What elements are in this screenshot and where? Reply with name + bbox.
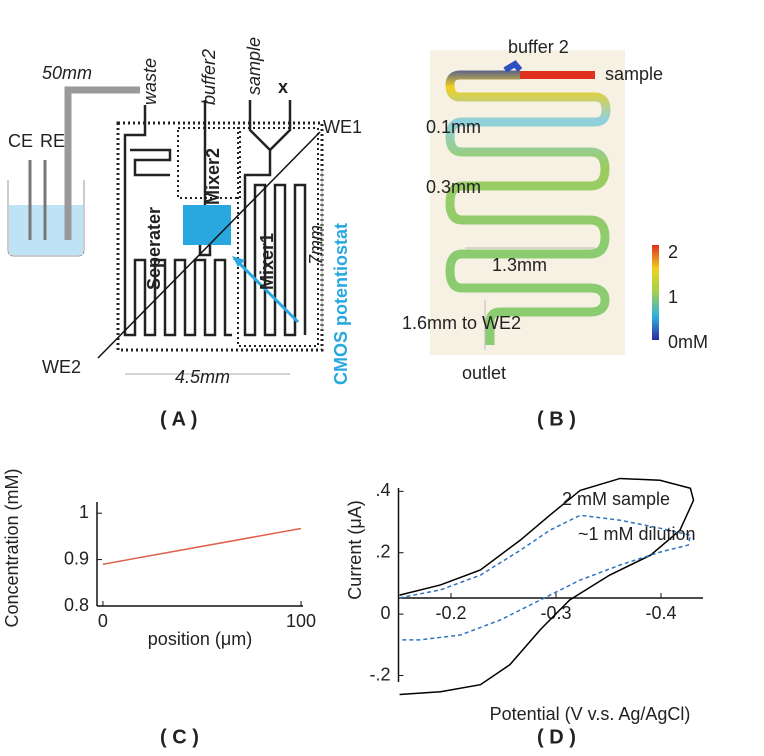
inlet-label: buffer2 (199, 49, 219, 105)
height-label: 7mm (306, 225, 326, 265)
annotation: 2 mM sample (562, 489, 670, 509)
re-label: RE (40, 131, 65, 151)
x-tick-label: -0.3 (540, 603, 571, 623)
mixer1-box (237, 127, 319, 347)
buffer-label: buffer 2 (508, 37, 569, 57)
panel-caption: ( C ) (160, 726, 199, 748)
arrowhead (232, 256, 245, 267)
mixer2-box (177, 127, 241, 199)
x-axis-label: position (μm) (148, 629, 252, 649)
colorbar-label: 0mM (668, 332, 708, 352)
series-line (102, 527, 302, 565)
series-line (399, 477, 695, 696)
y-tick-label: .4 (375, 480, 390, 500)
potentiostat-label: CMOS potentiostat (331, 223, 351, 385)
we1-label: WE1 (323, 117, 362, 137)
y-tick-label: 0 (380, 603, 390, 623)
arrow (232, 256, 300, 324)
inlet-label: waste (140, 58, 160, 105)
series-line (399, 514, 692, 641)
annotation: ~1 mM dilution (578, 524, 696, 544)
tube-length: 50mm (42, 63, 92, 83)
colorbar (652, 245, 659, 340)
sample-label: sample (605, 64, 663, 84)
chip-outline (116, 121, 324, 352)
tube (64, 86, 140, 240)
separator-channel (123, 105, 232, 337)
colorbar-label: 2 (668, 242, 678, 262)
cmos-chip (183, 205, 231, 245)
x-tick-label: -0.4 (645, 603, 676, 623)
y-tick-label: .2 (375, 541, 390, 561)
inlet-label: sample (244, 37, 264, 95)
width-label: 4.5mm (175, 367, 230, 387)
mixer1-label: Mixer1 (257, 233, 277, 290)
y-tick-label: 0.9 (64, 548, 89, 568)
beaker (7, 180, 85, 257)
inlet-label: x (278, 77, 288, 97)
x-tick-label: -0.2 (435, 603, 466, 623)
panel-b: buffer 2 sample 0.1mm 0.3mm 1.3mm 1.6mm … (402, 37, 708, 431)
dimension-label: 0.1mm (426, 117, 481, 137)
y-tick-label: -.2 (369, 664, 390, 684)
ce-label: CE (8, 131, 33, 151)
y-tick-label: 0.8 (64, 595, 89, 615)
x-tick-label: 0 (98, 611, 108, 631)
y-axis-label: Current (μA) (345, 500, 365, 599)
outlet-label: outlet (462, 363, 506, 383)
y-tick-label: 1 (79, 502, 89, 522)
dimension-label: 1.6mm to WE2 (402, 313, 521, 333)
colorbar-label: 1 (668, 287, 678, 307)
y-axis-label: Concentration (mM) (2, 468, 22, 627)
x-axis-label: Potential (V v.s. Ag/AgCl) (490, 704, 691, 724)
x-tick-label: 100 (286, 611, 316, 631)
dimension-label: 1.3mm (492, 255, 547, 275)
we2-label: WE2 (42, 357, 81, 377)
panel-caption: ( B ) (537, 408, 576, 430)
buffer-inlet (503, 60, 523, 73)
panel-caption: ( D ) (537, 726, 576, 748)
pointer (97, 131, 321, 359)
channel-flow (445, 70, 611, 345)
separator-label: Seperater (144, 207, 164, 290)
separator-channel (130, 148, 172, 177)
mixer1-channel (243, 100, 307, 337)
mixer2-label: Mixer2 (203, 148, 223, 205)
panel-caption: ( A ) (160, 408, 197, 430)
sample-inlet (520, 71, 595, 79)
dimension-label: 0.3mm (426, 177, 481, 197)
panel-a: 50mm waste buffer2 sample x WE1 CE RE Se… (7, 37, 362, 430)
